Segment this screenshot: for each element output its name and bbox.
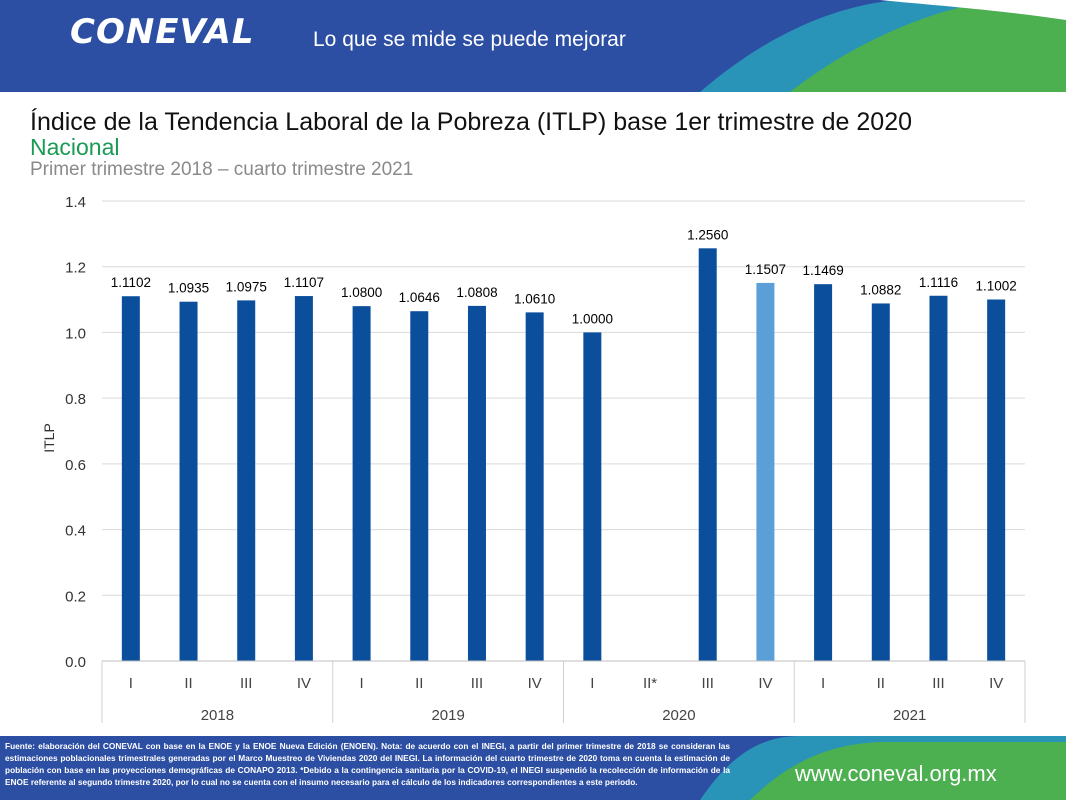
- bar: [871, 303, 890, 661]
- year-group-label: 2018: [201, 707, 234, 724]
- bar: [814, 284, 833, 661]
- x-tick-label: III: [471, 675, 484, 692]
- bar: [352, 306, 371, 661]
- x-tick-label: IV: [758, 675, 772, 692]
- bars: [121, 248, 1006, 662]
- year-group-label: 2019: [431, 707, 464, 724]
- slogan-text: Lo que se mide se puede mejorar: [313, 28, 626, 51]
- data-label: 1.1116: [919, 275, 958, 290]
- x-tick-label: III: [932, 675, 945, 692]
- bar: [467, 305, 486, 661]
- data-label: 1.0646: [399, 290, 440, 305]
- chart-period: Primer trimestre 2018 – cuarto trimestre…: [30, 159, 414, 180]
- x-tick-label: I: [590, 675, 594, 692]
- bar: [583, 332, 602, 661]
- chart-subtitle: Nacional: [30, 134, 120, 160]
- x-tick-label: I: [360, 675, 364, 692]
- data-label: 1.2560: [687, 227, 728, 242]
- y-tick-label: 1.0: [65, 325, 86, 342]
- x-tick-label: II*: [643, 675, 657, 692]
- x-tick-label: IV: [989, 675, 1003, 692]
- bar: [756, 282, 775, 661]
- bar: [179, 301, 198, 661]
- bar: [410, 311, 429, 661]
- data-label: 1.0610: [514, 291, 555, 306]
- bar: [987, 299, 1006, 661]
- data-label: 1.0000: [572, 311, 613, 326]
- bar: [121, 296, 140, 661]
- bar: [294, 296, 313, 661]
- footer-banner: [0, 736, 1066, 800]
- y-tick-label: 0.0: [65, 654, 86, 671]
- y-axis-label: ITLP: [41, 423, 57, 453]
- x-tick-label: I: [821, 675, 825, 692]
- year-group-label: 2020: [662, 707, 695, 724]
- year-group-label: 2021: [893, 707, 926, 724]
- data-label: 1.1507: [745, 262, 786, 277]
- data-label: 1.1107: [284, 275, 324, 290]
- y-tick-label: 0.4: [65, 523, 86, 540]
- x-tick-label: II: [415, 675, 423, 692]
- x-tick-label: IV: [528, 675, 542, 692]
- bar: [525, 312, 544, 661]
- y-tick-label: 0.2: [65, 588, 86, 605]
- data-label: 1.0808: [456, 285, 497, 300]
- data-label: 1.0975: [226, 279, 267, 294]
- data-label: 1.1002: [976, 279, 1017, 294]
- y-tick-label: 1.2: [65, 260, 86, 277]
- data-labels: 1.1102 1.0935 1.0975 1.1107 1.0800 1.0646 1.08…: [111, 227, 1017, 326]
- data-label: 1.0800: [341, 285, 382, 300]
- data-label: 1.0935: [168, 281, 209, 296]
- x-tick-label: II: [184, 675, 192, 692]
- data-label: 1.1102: [111, 275, 151, 290]
- chart-title: Índice de la Tendencia Laboral de la Pob…: [30, 108, 913, 136]
- bar: [929, 295, 948, 661]
- x-tick-label: III: [240, 675, 253, 692]
- x-tick-label: I: [129, 675, 133, 692]
- website-link[interactable]: www.coneval.org.mx: [795, 761, 997, 786]
- x-tick-label: II: [877, 675, 885, 692]
- bar: [698, 248, 717, 662]
- x-tick-label: IV: [297, 675, 311, 692]
- coneval-logo: CONEVAL: [70, 12, 255, 52]
- y-tick-label: 1.4: [65, 194, 86, 211]
- source-footnote: Fuente: elaboración del CONEVAL con base…: [5, 741, 730, 787]
- y-tick-label: 0.6: [65, 457, 86, 474]
- gridlines: [102, 200, 1025, 662]
- bar: [237, 300, 256, 661]
- data-label: 1.0882: [860, 282, 901, 297]
- x-tick-label: III: [701, 675, 714, 692]
- itlp-bar-chart: 1.1102 1.0935 1.0975 1.1107 1.0800 1.0646 1.08…: [41, 194, 1026, 724]
- y-tick-label: 0.8: [65, 391, 86, 408]
- data-label: 1.1469: [802, 263, 843, 278]
- header-banner: [0, 0, 1066, 92]
